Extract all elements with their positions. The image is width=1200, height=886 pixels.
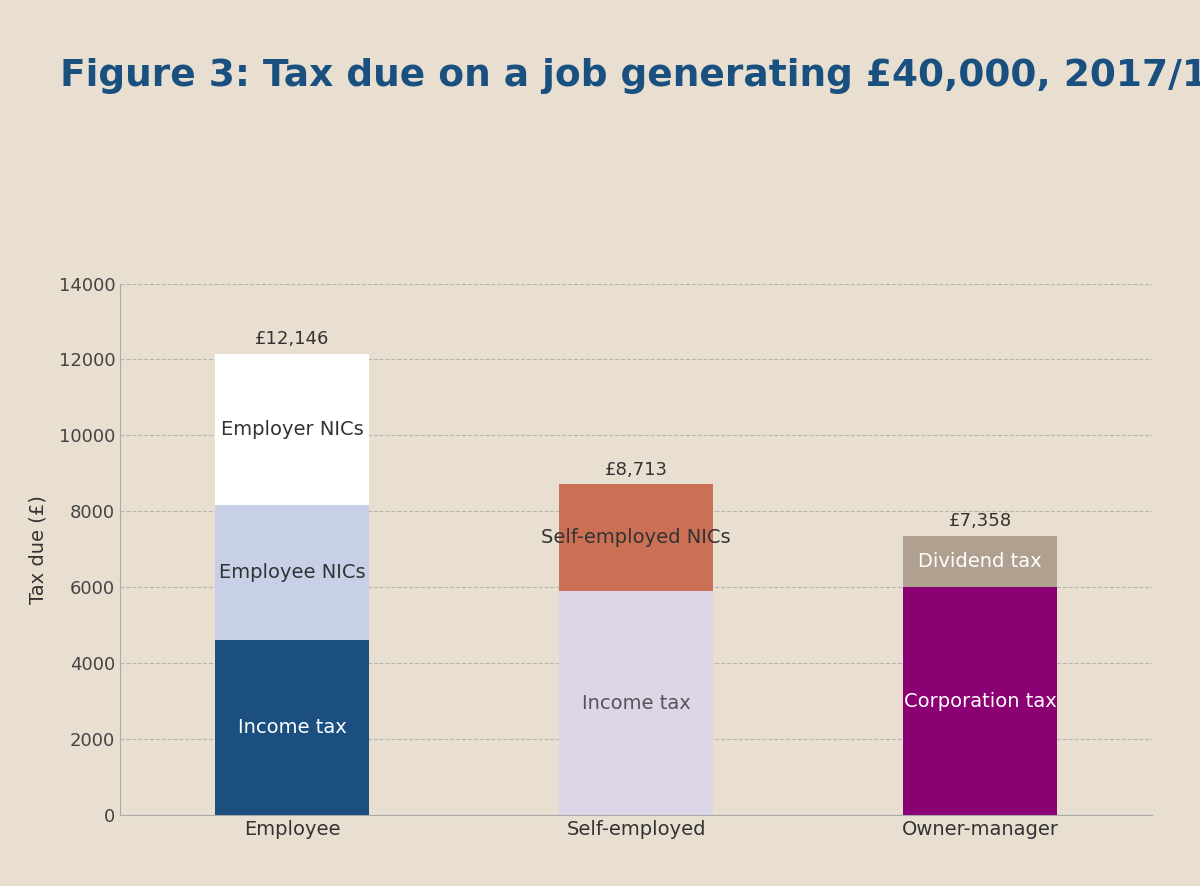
Text: Self-employed NICs: Self-employed NICs xyxy=(541,528,731,548)
Bar xyxy=(215,641,370,815)
Bar xyxy=(902,587,1057,815)
Bar xyxy=(559,591,714,815)
Y-axis label: Tax due (£): Tax due (£) xyxy=(29,495,48,603)
Text: Income tax: Income tax xyxy=(238,719,347,737)
Bar xyxy=(902,536,1057,587)
Text: £7,358: £7,358 xyxy=(948,512,1012,530)
Bar xyxy=(559,485,714,591)
Bar xyxy=(215,505,370,641)
Text: Employee NICs: Employee NICs xyxy=(218,563,365,582)
Text: Figure 3: Tax due on a job generating £40,000, 2017/18: Figure 3: Tax due on a job generating £4… xyxy=(60,58,1200,94)
Text: £8,713: £8,713 xyxy=(605,461,667,478)
Text: Corporation tax: Corporation tax xyxy=(904,692,1056,711)
Text: Employer NICs: Employer NICs xyxy=(221,420,364,439)
Text: £12,146: £12,146 xyxy=(254,330,329,348)
Text: Dividend tax: Dividend tax xyxy=(918,552,1042,571)
Bar xyxy=(215,354,370,505)
Text: Income tax: Income tax xyxy=(582,694,690,712)
